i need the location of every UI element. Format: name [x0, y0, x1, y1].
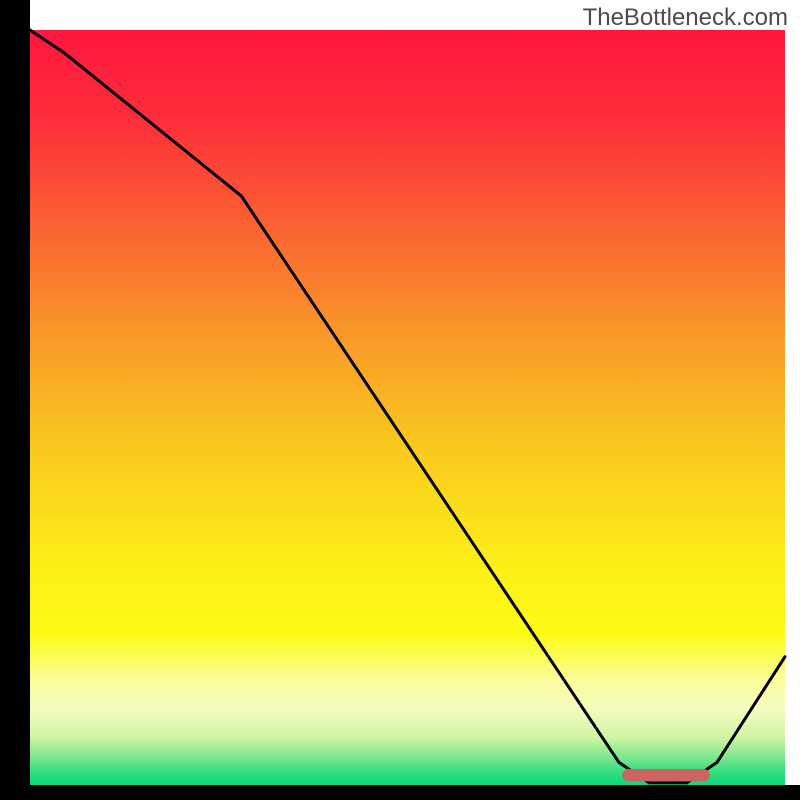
optimal-range-marker	[623, 770, 710, 781]
y-axis	[0, 0, 30, 800]
chart-container: TheBottleneck.com	[0, 0, 800, 800]
x-axis	[0, 785, 800, 800]
bottleneck-chart	[0, 0, 800, 800]
chart-background	[30, 30, 785, 785]
watermark-text: TheBottleneck.com	[583, 4, 788, 32]
